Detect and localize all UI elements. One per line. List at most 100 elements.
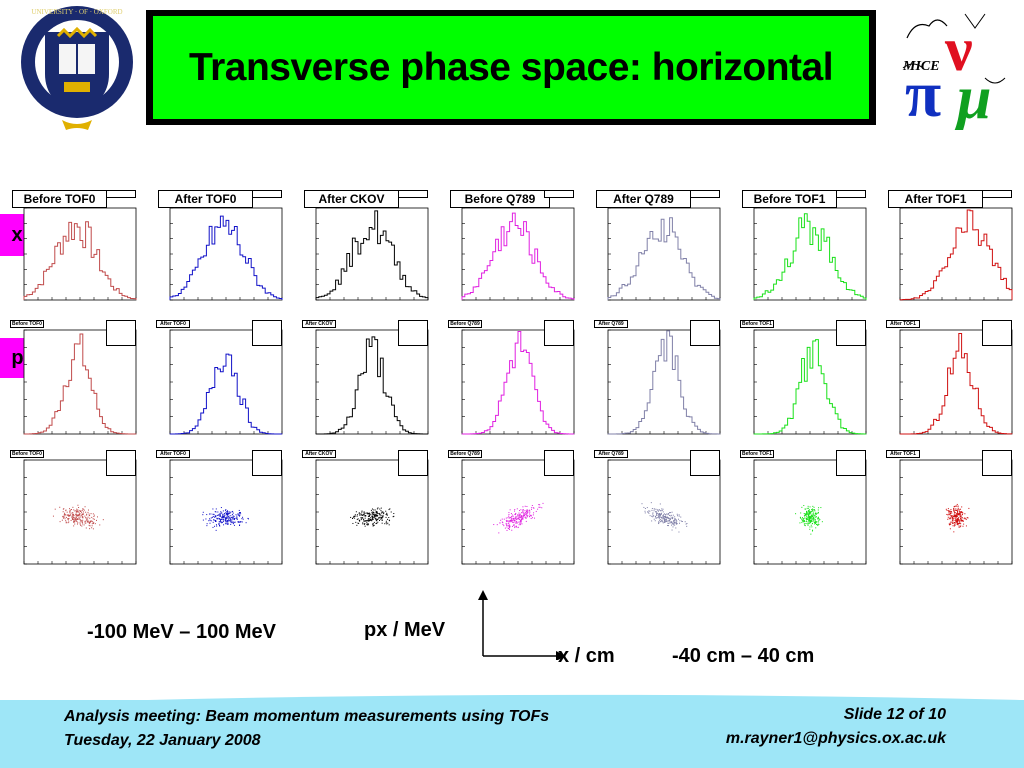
stats-box bbox=[252, 190, 282, 198]
plot-panel: After TOF1 bbox=[886, 190, 1018, 308]
plot-panel: Before TOF1 bbox=[740, 450, 872, 574]
stats-box bbox=[544, 450, 574, 476]
histogram-plot bbox=[23, 329, 137, 435]
plot-title: After TOF1 bbox=[886, 450, 920, 458]
plot-panel: Before TOF0 bbox=[10, 450, 142, 574]
plot-title: After Q789 bbox=[594, 450, 628, 458]
plot-title: After TOF0 bbox=[158, 190, 253, 208]
plot-title: Before TOF0 bbox=[12, 190, 107, 208]
footer-date: Tuesday, 22 January 2008 bbox=[64, 732, 261, 749]
histogram-plot bbox=[753, 207, 867, 301]
histogram-plot bbox=[753, 329, 867, 435]
scatter-plot bbox=[899, 459, 1013, 565]
plot-title: After TOF0 bbox=[156, 320, 190, 328]
svg-text:UNIVERSITY · OF · OXFORD: UNIVERSITY · OF · OXFORD bbox=[31, 8, 122, 16]
histogram-plot bbox=[169, 207, 283, 301]
plot-title: Before TOF1 bbox=[742, 190, 837, 208]
plot-title: After TOF1 bbox=[886, 320, 920, 328]
title-banner: Transverse phase space: horizontal bbox=[146, 10, 876, 125]
px-range-caption: -100 MeV – 100 MeV bbox=[87, 621, 276, 643]
svg-text:μ: μ bbox=[954, 64, 991, 130]
author-email: m.rayner1@physics.ox.ac.uk bbox=[725, 730, 946, 747]
mice-logo: ν π μ MICE bbox=[895, 8, 1013, 132]
plot-title: Before Q789 bbox=[448, 320, 482, 328]
histogram-plot bbox=[899, 329, 1013, 435]
stats-box bbox=[690, 450, 720, 476]
plot-grid: Before TOF0 Before TOF0 Before TOF0 After T… bbox=[10, 190, 1018, 574]
histogram-plot bbox=[315, 329, 429, 435]
stats-box bbox=[836, 190, 866, 198]
plot-title: After CKOV bbox=[302, 320, 336, 328]
plot-panel: Before Q789 bbox=[448, 450, 580, 574]
stats-box bbox=[982, 190, 1012, 198]
scatter-plot bbox=[23, 459, 137, 565]
histogram-plot bbox=[607, 329, 721, 435]
oxford-crest-logo: UNIVERSITY · OF · OXFORD bbox=[18, 2, 136, 134]
stats-box bbox=[106, 320, 136, 346]
plot-title: Before Q789 bbox=[448, 450, 482, 458]
histogram-plot bbox=[461, 329, 575, 435]
stats-box bbox=[106, 190, 136, 198]
plot-panel: After CKOV bbox=[302, 320, 434, 444]
stats-box bbox=[544, 190, 574, 198]
histogram-plot bbox=[169, 329, 283, 435]
stats-box bbox=[252, 320, 282, 346]
plot-panel: Before Q789 bbox=[448, 320, 580, 444]
stats-box bbox=[836, 320, 866, 346]
plot-title: After Q789 bbox=[596, 190, 691, 208]
slide-number: Slide 12 of 10 bbox=[843, 706, 946, 723]
histogram-plot bbox=[607, 207, 721, 301]
stats-box bbox=[398, 190, 428, 198]
plot-panel: After TOF0 bbox=[156, 320, 288, 444]
plot-panel: After Q789 bbox=[594, 190, 726, 308]
plot-panel: After CKOV bbox=[302, 450, 434, 574]
scatter-plot bbox=[315, 459, 429, 565]
stats-box bbox=[252, 450, 282, 476]
axis-arrows bbox=[478, 590, 566, 660]
plot-title: After CKOV bbox=[302, 450, 336, 458]
scatter-plot bbox=[461, 459, 575, 565]
histogram-plot bbox=[899, 207, 1013, 301]
stats-box bbox=[106, 450, 136, 476]
plot-panel: After Q789 bbox=[594, 450, 726, 574]
stats-box bbox=[690, 320, 720, 346]
stats-box bbox=[398, 320, 428, 346]
plot-title: After Q789 bbox=[594, 320, 628, 328]
stats-box bbox=[398, 450, 428, 476]
stats-box bbox=[544, 320, 574, 346]
plot-title: After CKOV bbox=[304, 190, 399, 208]
plot-panel: After Q789 bbox=[594, 320, 726, 444]
plot-title: Before TOF0 bbox=[10, 320, 44, 328]
x-range-caption: -40 cm – 40 cm bbox=[672, 645, 815, 667]
plot-title: Before TOF1 bbox=[740, 450, 774, 458]
stats-box bbox=[982, 450, 1012, 476]
plot-panel: After TOF1 bbox=[886, 450, 1018, 574]
plot-panel: After TOF0 bbox=[156, 450, 288, 574]
plot-title: After TOF0 bbox=[156, 450, 190, 458]
plot-panel: After TOF1 bbox=[886, 320, 1018, 444]
plot-title: After TOF1 bbox=[888, 190, 983, 208]
histogram-plot bbox=[23, 207, 137, 301]
slide-title: Transverse phase space: horizontal bbox=[188, 45, 834, 89]
plot-panel: Before TOF0 bbox=[10, 320, 142, 444]
plot-title: Before TOF0 bbox=[10, 450, 44, 458]
plot-title: Before TOF1 bbox=[740, 320, 774, 328]
stats-box bbox=[982, 320, 1012, 346]
plot-panel: Before TOF1 bbox=[740, 190, 872, 308]
scatter-plot bbox=[607, 459, 721, 565]
plot-panel: Before Q789 bbox=[448, 190, 580, 308]
plot-panel: After TOF0 bbox=[156, 190, 288, 308]
histogram-plot bbox=[315, 207, 429, 301]
mice-text: MICE bbox=[902, 59, 940, 74]
plot-title: Before Q789 bbox=[450, 190, 550, 208]
svg-text:ν: ν bbox=[944, 16, 973, 84]
plot-panel: Before TOF0 bbox=[10, 190, 142, 308]
svg-text:π: π bbox=[905, 58, 941, 130]
plot-panel: Before TOF1 bbox=[740, 320, 872, 444]
stats-box bbox=[836, 450, 866, 476]
plot-panel: After CKOV bbox=[302, 190, 434, 308]
scatter-plot bbox=[169, 459, 283, 565]
footer-bar bbox=[0, 694, 1024, 768]
px-axis-caption: px / MeV bbox=[364, 619, 446, 641]
histogram-plot bbox=[461, 207, 575, 301]
